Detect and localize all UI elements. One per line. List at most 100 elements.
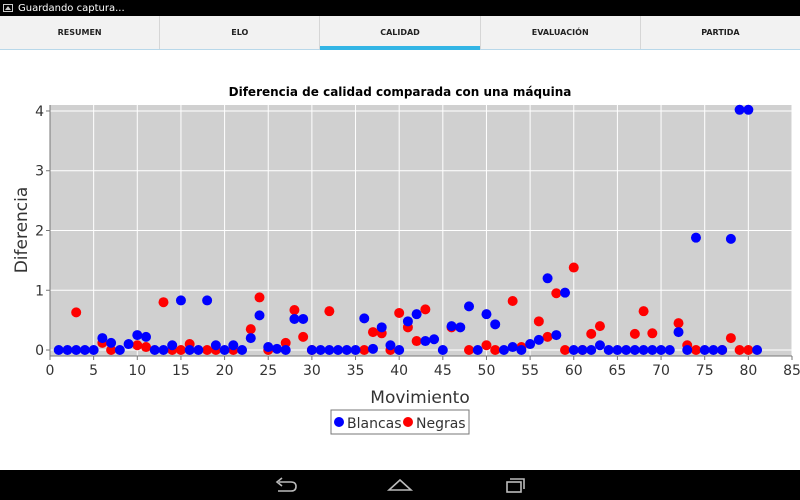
tab-resumen[interactable]: RESUMEN [0, 16, 161, 49]
point-blancas [621, 345, 632, 356]
point-blancas [245, 333, 256, 344]
legend: Blancas Negras [330, 409, 470, 435]
point-blancas [394, 345, 405, 356]
point-negras [533, 316, 544, 327]
point-blancas [411, 309, 422, 320]
home-button[interactable] [380, 474, 420, 496]
point-negras [594, 321, 605, 332]
point-negras [245, 324, 256, 335]
point-blancas [629, 345, 640, 356]
back-button[interactable] [265, 474, 305, 496]
point-blancas [219, 345, 230, 356]
tab-partida[interactable]: PARTIDA [641, 16, 800, 49]
point-blancas [385, 340, 396, 351]
tab-label: RESUMEN [57, 28, 102, 37]
x-tick-label: 30 [303, 363, 321, 379]
legend-label-blancas: Blancas [347, 416, 402, 432]
point-blancas [594, 340, 605, 351]
point-blancas [472, 345, 483, 356]
point-blancas [158, 345, 169, 356]
point-negras [202, 345, 213, 356]
point-negras [629, 328, 640, 339]
tab-label: PARTIDA [701, 28, 740, 37]
point-blancas [237, 345, 248, 356]
point-blancas [341, 345, 352, 356]
point-negras [586, 328, 597, 339]
point-blancas [743, 104, 754, 115]
point-negras [106, 345, 117, 356]
x-axis-label: Movimiento [370, 388, 469, 408]
point-blancas [656, 345, 667, 356]
point-blancas [429, 334, 440, 345]
point-blancas [228, 340, 239, 351]
point-blancas [516, 345, 527, 356]
point-blancas [533, 334, 544, 345]
point-blancas [734, 104, 745, 115]
point-negras [481, 340, 492, 351]
point-blancas [71, 345, 82, 356]
point-blancas [280, 345, 291, 356]
x-tick-label: 50 [478, 363, 496, 379]
legend-marker-negras [403, 417, 413, 427]
chart-svg: Diferencia de calidad comparada con una … [12, 85, 800, 435]
y-tick-label: 3 [35, 164, 44, 180]
point-blancas [542, 273, 553, 284]
x-tick-label: 55 [521, 363, 539, 379]
point-negras [280, 337, 291, 348]
tab-evaluacion[interactable]: EVALUACIÓN [481, 16, 641, 49]
point-blancas [333, 345, 344, 356]
x-tick-label: 25 [259, 363, 277, 379]
point-blancas [725, 233, 736, 244]
tab-label: EVALUACIÓN [531, 28, 589, 37]
y-tick-label: 4 [35, 104, 44, 120]
point-negras [551, 288, 562, 299]
point-blancas [664, 345, 675, 356]
point-blancas [289, 313, 300, 324]
point-blancas [586, 345, 597, 356]
point-negras [411, 336, 422, 347]
point-blancas [638, 345, 649, 356]
point-blancas [551, 330, 562, 341]
point-blancas [254, 310, 265, 321]
x-tick-label: 70 [652, 363, 670, 379]
point-blancas [577, 345, 588, 356]
x-tick-label: 20 [216, 363, 234, 379]
grid-lines [50, 105, 793, 356]
point-blancas [752, 345, 763, 356]
point-negras [289, 304, 300, 315]
x-tick-label: 35 [347, 363, 365, 379]
data-points [53, 104, 763, 356]
back-icon [275, 477, 297, 492]
x-tick-label: 40 [390, 363, 408, 379]
point-negras [324, 306, 335, 317]
x-tick-label: 15 [172, 363, 190, 379]
point-blancas [114, 345, 125, 356]
point-blancas [106, 337, 117, 348]
y-tick-label: 0 [35, 343, 44, 359]
point-negras [394, 307, 405, 318]
legend-label-negras: Negras [416, 416, 466, 432]
y-axis-label: Diferencia [12, 187, 32, 274]
point-blancas [97, 333, 108, 344]
status-text: Guardando captura... [18, 2, 125, 14]
point-negras [568, 262, 579, 273]
point-blancas [202, 295, 213, 306]
tab-elo[interactable]: ELO [160, 16, 321, 49]
point-blancas [490, 319, 501, 330]
point-negras [141, 342, 152, 353]
point-negras [254, 292, 265, 303]
tab-calidad[interactable]: CALIDAD [320, 16, 481, 50]
recents-button[interactable] [495, 474, 535, 496]
point-negras [490, 345, 501, 356]
point-negras [420, 304, 431, 315]
screenshot-icon [3, 4, 13, 12]
point-blancas [263, 342, 274, 353]
point-blancas [88, 345, 99, 356]
chart-title: Diferencia de calidad comparada con una … [229, 85, 572, 99]
point-negras [132, 340, 143, 351]
x-tick-label: 65 [608, 363, 626, 379]
recents-icon [506, 478, 525, 493]
point-negras [158, 297, 169, 308]
point-blancas [699, 345, 710, 356]
point-blancas [481, 309, 492, 320]
